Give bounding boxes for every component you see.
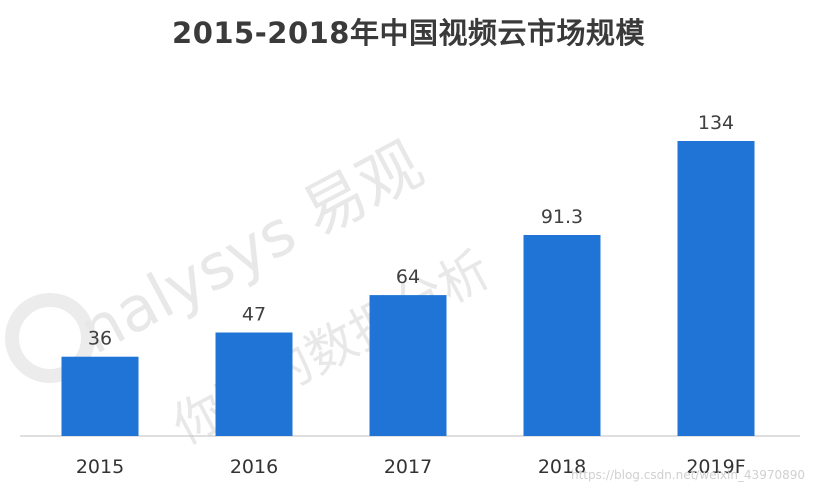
x-tick-label-2015: 2015 [76,456,124,478]
data-label-2018: 91.3 [541,206,583,228]
x-tick-label-2016: 2016 [230,456,278,478]
data-label-2015: 36 [88,328,112,350]
bar-2016 [215,332,293,436]
data-label-2017: 64 [396,266,420,288]
bar-2017 [369,295,447,436]
chart-title: 2015-2018年中国视频云市场规模 [172,16,645,50]
analysys-logo-icon [5,293,95,383]
data-label-2019F: 134 [698,112,734,134]
bar-2015 [61,356,139,436]
bar-2018 [523,235,601,436]
watermark-url: https://blog.csdn.net/weixin_43970890 [570,468,805,482]
x-tick-label-2018: 2018 [538,456,586,478]
x-tick-label-2019F: 2019F [686,456,745,478]
x-tick-label-2017: 2017 [384,456,432,478]
data-label-2016: 47 [242,304,266,326]
bar-2019F [677,141,755,436]
